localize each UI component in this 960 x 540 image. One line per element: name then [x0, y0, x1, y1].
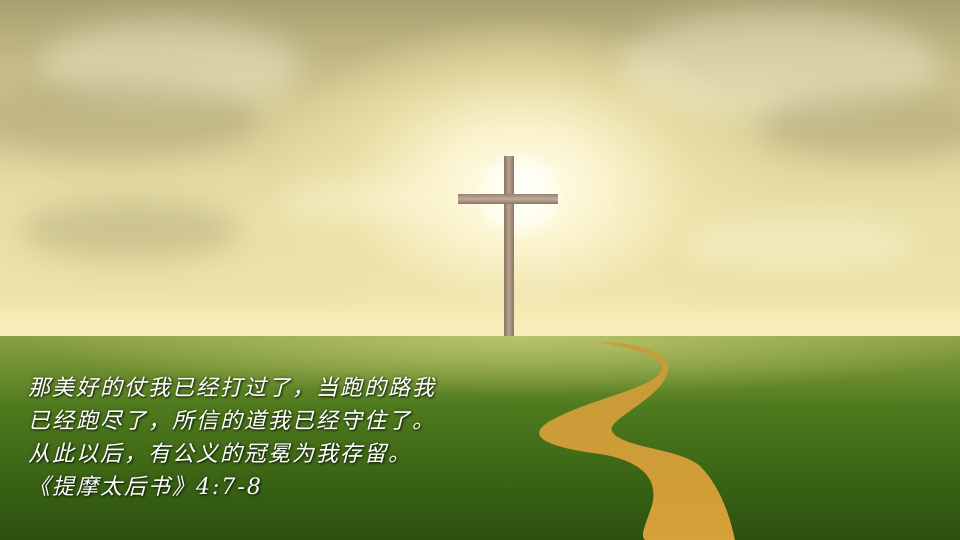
grass-field	[0, 336, 960, 540]
cross-horizontal-beam	[458, 194, 558, 204]
cloud	[20, 200, 240, 260]
cloud	[280, 180, 440, 220]
verse-line: 从此以后，有公义的冠冕为我存留。	[28, 442, 413, 467]
cloud	[40, 20, 300, 110]
verse-reference: 《提摩太后书》4:7-8	[28, 475, 263, 500]
cloud	[620, 10, 940, 120]
cloud	[680, 220, 920, 270]
cloud	[760, 90, 960, 160]
winding-path	[539, 342, 735, 540]
verse-line: 那美好的仗我已经打过了，当跑的路我	[28, 376, 437, 401]
verse-line: 已经跑尽了，所信的道我已经守住了。	[28, 409, 437, 434]
bible-verse: 那美好的仗我已经打过了，当跑的路我 已经跑尽了，所信的道我已经守住了。 从此以后…	[28, 372, 436, 504]
cross-vertical-beam	[504, 156, 514, 336]
cloud	[0, 80, 260, 160]
